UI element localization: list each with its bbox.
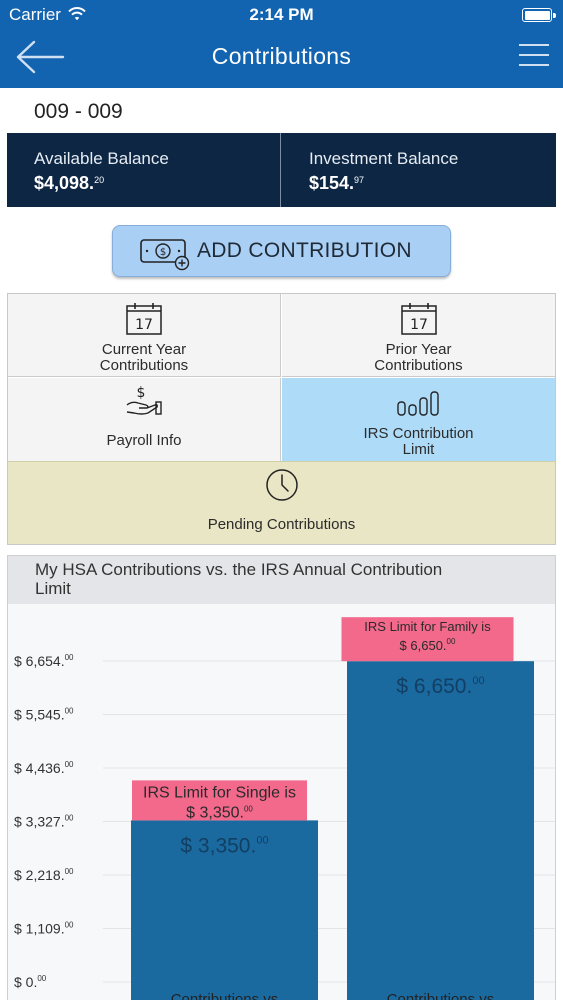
balances-panel: Available Balance $4,098.20 Investment B… — [7, 133, 556, 207]
y-tick-label: $ 6,654.00 — [14, 653, 74, 669]
available-balance: Available Balance $4,098.20 — [7, 133, 281, 207]
page-title: Contributions — [211, 43, 352, 69]
svg-text:$: $ — [160, 247, 166, 258]
clock: 2:14 PM — [249, 5, 314, 24]
bar-value-label: $ 6,650.00 — [396, 675, 484, 698]
y-tick-label: $ 0.00 — [14, 974, 47, 990]
y-tick-label: $ 1,109.00 — [14, 921, 74, 937]
investment-balance-value: $154.97 — [309, 173, 365, 193]
tile-prior-year-contributions[interactable]: 17 Prior Year Contributions — [282, 294, 555, 377]
add-money-icon: $ — [140, 239, 190, 271]
investment-balance-label: Investment Balance — [309, 149, 459, 168]
limit-annotation-line2: $ 6,650.00 — [400, 637, 456, 653]
available-balance-label: Available Balance — [34, 149, 169, 168]
bar-chart-icon — [396, 391, 439, 416]
y-tick-label: $ 2,218.00 — [14, 867, 74, 883]
tile-current-year-label: Current Year Contributions — [99, 341, 189, 374]
y-tick-label: $ 4,436.00 — [14, 760, 74, 776]
wifi-icon — [68, 7, 86, 21]
y-tick-label: $ 5,545.00 — [14, 707, 74, 723]
calendar-icon: 17 — [400, 303, 437, 335]
chart-plot: $ 0.00 $ 1,109.00 $ 2,218.00 $ 3,327.00 $ 4,… — [14, 617, 555, 1000]
available-balance-value: $4,098.20 — [34, 173, 105, 193]
battery-icon — [522, 8, 556, 22]
clock-icon — [265, 469, 298, 501]
top-bar: Carrier 2:14 PM Contributions — [0, 0, 563, 88]
status-bar: Carrier 2:14 PM — [0, 0, 563, 30]
add-contribution-label: ADD CONTRIBUTION — [197, 239, 412, 262]
hand-money-icon: $ — [126, 385, 162, 415]
tile-payroll-info[interactable]: $ Payroll Info — [8, 378, 281, 461]
tile-current-year-contributions[interactable]: 17 Current Year Contributions — [8, 294, 281, 377]
x-category-label: Contributions vs — [387, 991, 495, 1000]
hamburger-menu-icon[interactable] — [519, 44, 549, 70]
tile-irs-contribution-limit[interactable]: IRS Contribution Limit — [282, 378, 555, 461]
tile-pending-label: Pending Contributions — [207, 516, 356, 533]
chart-header: My HSA Contributions vs. the IRS Annual … — [8, 556, 555, 604]
carrier-label: Carrier — [9, 5, 61, 24]
bar — [347, 661, 534, 1000]
x-category-label: Contributions vs — [171, 991, 279, 1000]
account-number: 009 - 009 — [34, 100, 123, 123]
investment-balance: Investment Balance $154.97 — [282, 133, 556, 207]
svg-text:17: 17 — [410, 317, 428, 333]
svg-text:17: 17 — [135, 317, 153, 333]
bar-value-label: $ 3,350.00 — [180, 834, 268, 857]
tile-pending-contributions[interactable]: Pending Contributions — [8, 461, 555, 544]
tile-payroll-label: Payroll Info — [106, 432, 182, 449]
limit-annotation-line1: IRS Limit for Family is — [364, 619, 491, 634]
limit-annotation-box — [341, 617, 514, 662]
limit-annotation-line2: $ 3,350.00 — [186, 804, 253, 821]
svg-text:$: $ — [137, 385, 146, 401]
tile-irs-limit-label: IRS Contribution Limit — [363, 425, 474, 458]
contribution-limit-chart: My HSA Contributions vs. the IRS Annual … — [7, 555, 556, 1000]
chart-title: My HSA Contributions vs. the IRS Annual … — [35, 560, 443, 598]
add-contribution-button[interactable]: $ ADD CONTRIBUTION — [112, 225, 451, 277]
y-tick-label: $ 3,327.00 — [14, 814, 74, 830]
contribution-menu-grid: 17 Current Year Contributions 17 Prior Y… — [7, 293, 556, 545]
bar — [131, 820, 318, 1000]
tile-prior-year-label: Prior Year Contributions — [374, 341, 463, 374]
back-arrow-icon[interactable] — [16, 40, 66, 74]
calendar-icon: 17 — [126, 303, 162, 335]
limit-annotation-box — [132, 780, 307, 821]
limit-annotation-line1: IRS Limit for Single is — [143, 784, 296, 801]
